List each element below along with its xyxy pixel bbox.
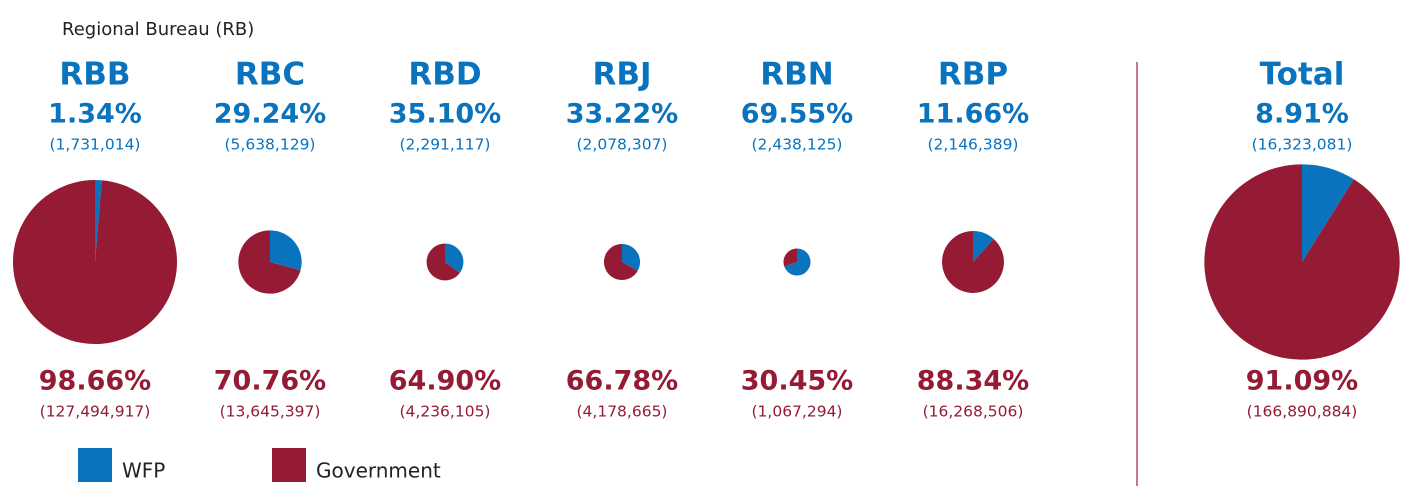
pie-slice — [783, 248, 797, 267]
pie-slice — [270, 230, 302, 271]
count-label: (2,438,125) — [752, 136, 843, 154]
pie-slice — [238, 230, 301, 294]
percent-label: 66.78% — [566, 366, 678, 397]
pie-title: RBB — [59, 57, 130, 93]
count-label: (2,146,389) — [928, 136, 1019, 154]
percent-label: 70.76% — [214, 366, 326, 397]
pie-title: RBD — [408, 57, 481, 93]
pie-title: RBN — [760, 57, 833, 93]
count-label: (1,067,294) — [752, 403, 843, 421]
pie-slice — [784, 248, 811, 276]
pie-slice — [973, 231, 994, 262]
pie-slice — [622, 243, 641, 271]
pie-slice — [95, 180, 102, 262]
pie-slice — [1204, 164, 1400, 360]
legend-label: Government — [316, 459, 441, 483]
percent-label: 8.91% — [1255, 99, 1349, 130]
count-label: (2,078,307) — [577, 136, 668, 154]
percent-label: 98.66% — [39, 366, 151, 397]
percent-label: 11.66% — [917, 99, 1029, 130]
pie-slice — [603, 243, 638, 281]
count-label: (4,178,665) — [577, 403, 668, 421]
pie-title: RBP — [938, 57, 1008, 93]
count-label: (166,890,884) — [1247, 403, 1358, 421]
pie-slice — [12, 179, 177, 344]
pie-title: Total — [1260, 57, 1345, 93]
count-label: (16,323,081) — [1252, 136, 1353, 154]
percent-label: 91.09% — [1246, 366, 1358, 397]
legend-swatch — [78, 448, 112, 482]
percent-label: 30.45% — [741, 366, 853, 397]
count-label: (127,494,917) — [40, 403, 151, 421]
count-label: (2,291,117) — [400, 136, 491, 154]
pie-slice — [426, 243, 460, 281]
legend-label: WFP — [122, 459, 165, 483]
percent-label: 35.10% — [389, 99, 501, 130]
pie-slice — [1302, 164, 1354, 262]
pie-title: RBC — [235, 57, 305, 93]
pie-slice — [445, 243, 464, 273]
percent-label: 69.55% — [741, 99, 853, 130]
header: Regional Bureau (RB) — [62, 19, 254, 40]
count-label: (16,268,506) — [923, 403, 1024, 421]
percent-label: 64.90% — [389, 366, 501, 397]
percent-label: 88.34% — [917, 366, 1029, 397]
count-label: (5,638,129) — [225, 136, 316, 154]
pie-title: RBJ — [592, 57, 651, 93]
legend-swatch — [272, 448, 306, 482]
count-label: (4,236,105) — [400, 403, 491, 421]
count-label: (1,731,014) — [50, 136, 141, 154]
percent-label: 1.34% — [48, 99, 142, 130]
pie-slice — [942, 231, 1004, 293]
count-label: (13,645,397) — [220, 403, 321, 421]
percent-label: 29.24% — [214, 99, 326, 130]
percent-label: 33.22% — [566, 99, 678, 130]
